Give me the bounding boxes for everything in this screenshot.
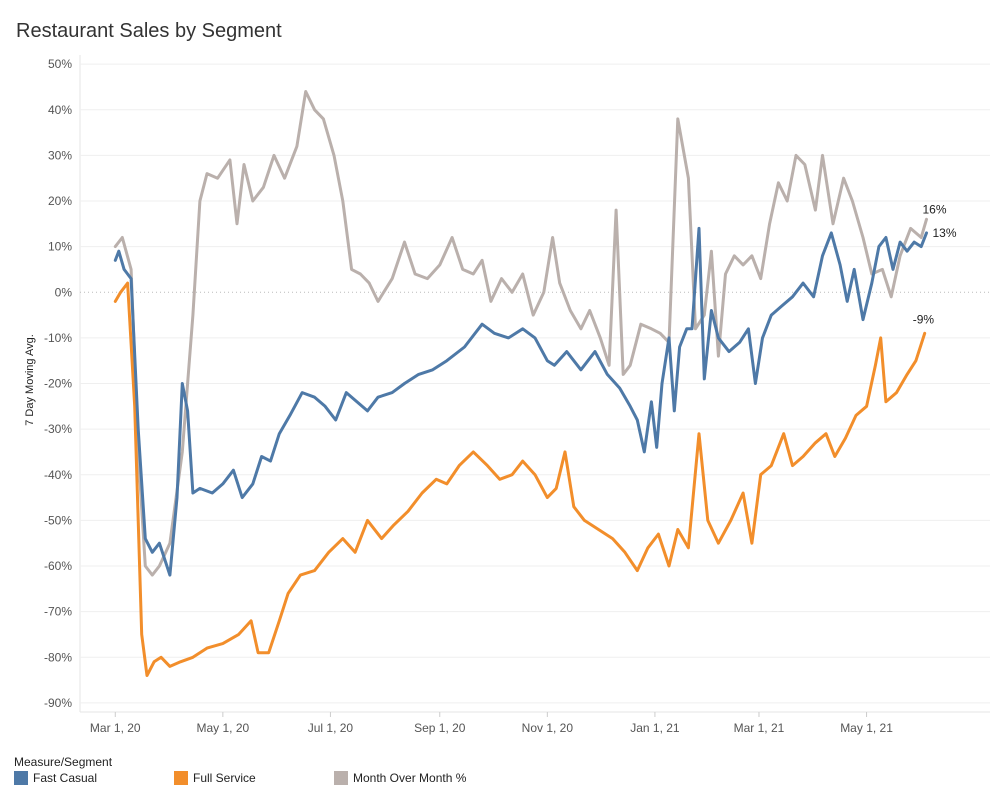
legend: Measure/Segment Fast Casual Full Service… [14, 755, 574, 795]
y-tick-label: 0% [55, 285, 73, 299]
legend-label: Full Service [193, 771, 256, 785]
y-axis-ticks: 50% 40% 30% 20% 10% 0% -10% -20% -30% -40% -50% -60… [44, 57, 72, 710]
end-label: 13% [933, 226, 957, 240]
legend-swatch [14, 771, 28, 785]
y-tick-label: -30% [44, 422, 72, 436]
legend-item-fast-casual[interactable]: Fast Casual [14, 771, 97, 785]
x-tick-label: Jul 1, 20 [308, 721, 354, 735]
y-tick-label: 10% [48, 240, 72, 254]
x-tick-label: Sep 1, 20 [414, 721, 466, 735]
y-tick-label: 20% [48, 194, 72, 208]
end-label: -9% [913, 312, 935, 326]
x-tick-label: May 1, 21 [840, 721, 893, 735]
x-tick-label: Mar 1, 20 [90, 721, 141, 735]
end-label: 16% [923, 202, 947, 216]
x-tick-label: Nov 1, 20 [522, 721, 574, 735]
y-tick-label: -90% [44, 696, 72, 710]
y-tick-label: 50% [48, 57, 72, 71]
chart-title: Restaurant Sales by Segment [16, 20, 282, 42]
x-tick-label: May 1, 20 [196, 721, 249, 735]
grid-lines [79, 55, 990, 713]
legend-title: Measure/Segment [14, 755, 113, 769]
y-tick-label: 30% [48, 148, 72, 162]
series-line-fast-casual [113, 226, 928, 577]
y-tick-label: 40% [48, 103, 72, 117]
legend-label: Fast Casual [33, 771, 98, 785]
y-tick-label: -20% [44, 377, 72, 391]
y-tick-label: -50% [44, 513, 72, 527]
x-tick-label: Mar 1, 21 [734, 721, 785, 735]
end-labels: 13% -9% 16% [913, 202, 957, 326]
series-line-month-over-month [113, 90, 928, 577]
legend-swatch [174, 771, 188, 785]
legend-item-month-over-month[interactable]: Month Over Month % [334, 771, 466, 785]
y-tick-label: -60% [44, 559, 72, 573]
x-axis-ticks: Mar 1, 20 May 1, 20 Jul 1, 20 Sep 1, 20 Nov … [90, 712, 893, 735]
legend-swatch [334, 771, 348, 785]
y-axis-label: 7 Day Moving Avg. [24, 334, 36, 426]
y-tick-label: -80% [44, 650, 72, 664]
series-line-full-service [113, 281, 927, 677]
legend-item-full-service[interactable]: Full Service [174, 771, 256, 785]
legend-label: Month Over Month % [353, 771, 467, 785]
y-tick-label: -40% [44, 468, 72, 482]
x-tick-label: Jan 1, 21 [630, 721, 680, 735]
series-lines [113, 90, 928, 677]
y-tick-label: -70% [44, 605, 72, 619]
y-tick-label: -10% [44, 331, 72, 345]
